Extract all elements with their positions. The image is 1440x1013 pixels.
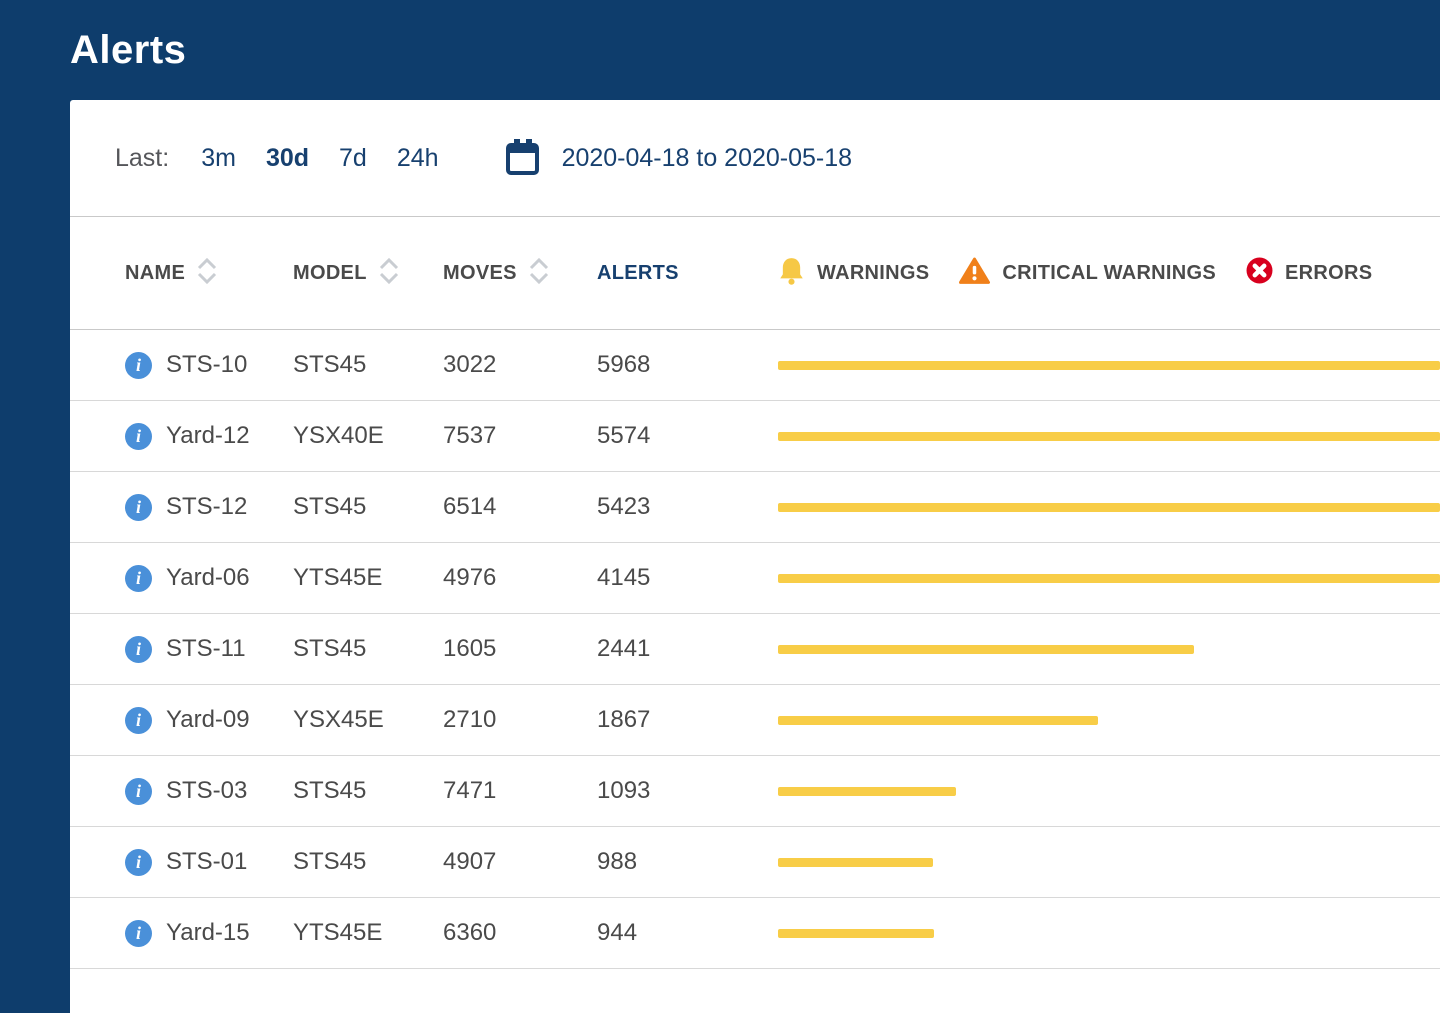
crane-name: STS-12 bbox=[166, 493, 247, 521]
calendar-button[interactable] bbox=[505, 138, 540, 179]
moves-value: 3022 bbox=[443, 351, 597, 379]
severity-legend: WARNINGS CRITICAL WARNINGS bbox=[778, 256, 1440, 291]
table-row: i STS-12 STS45 6514 5423 bbox=[70, 472, 1440, 543]
info-icon[interactable]: i bbox=[125, 423, 152, 450]
filter-bar: Last: 3m 30d 7d 24h 2020-04-18 to 2020-05-1… bbox=[70, 100, 1440, 217]
date-range[interactable]: 2020-04-18 to 2020-05-18 bbox=[562, 144, 853, 173]
crane-model: YSX40E bbox=[293, 422, 443, 450]
warnings-bar bbox=[778, 929, 934, 938]
table-row: i Yard-06 YTS45E 4976 4145 bbox=[70, 543, 1440, 614]
warnings-bar bbox=[778, 716, 1098, 725]
crane-name: Yard-09 bbox=[166, 706, 250, 734]
crane-model: YTS45E bbox=[293, 564, 443, 592]
warnings-bar bbox=[778, 574, 1440, 583]
alerts-value: 5574 bbox=[597, 422, 778, 450]
table-row: i Yard-12 YSX40E 7537 5574 bbox=[70, 401, 1440, 472]
range-option-24h[interactable]: 24h bbox=[397, 144, 439, 173]
crane-model: STS45 bbox=[293, 493, 443, 521]
alerts-value: 5968 bbox=[597, 351, 778, 379]
warnings-bar bbox=[778, 645, 1194, 654]
info-icon[interactable]: i bbox=[125, 707, 152, 734]
crane-model: YTS45E bbox=[293, 919, 443, 947]
table-row: i STS-03 STS45 7471 1093 bbox=[70, 756, 1440, 827]
error-circle-icon bbox=[1246, 257, 1273, 289]
legend-errors: ERRORS bbox=[1246, 257, 1372, 289]
sort-icon[interactable] bbox=[527, 256, 551, 291]
alerts-value: 4145 bbox=[597, 564, 778, 592]
moves-value: 6360 bbox=[443, 919, 597, 947]
table-row: i STS-01 STS45 4907 988 bbox=[70, 827, 1440, 898]
alerts-value: 1867 bbox=[597, 706, 778, 734]
warnings-bar bbox=[778, 432, 1440, 441]
crane-model: YSX45E bbox=[293, 706, 443, 734]
crane-name: STS-11 bbox=[166, 635, 246, 663]
info-icon[interactable]: i bbox=[125, 778, 152, 805]
crane-name: Yard-12 bbox=[166, 422, 250, 450]
crane-model: STS45 bbox=[293, 635, 443, 663]
table-body: i STS-10 STS45 3022 5968 i Yard-12 YSX40… bbox=[70, 330, 1440, 969]
column-header-model[interactable]: MODEL bbox=[293, 256, 443, 291]
legend-warnings: WARNINGS bbox=[778, 256, 929, 291]
table-row: i Yard-15 YTS45E 6360 944 bbox=[70, 898, 1440, 969]
bell-icon bbox=[778, 256, 805, 291]
crane-name: STS-10 bbox=[166, 351, 247, 379]
crane-name: Yard-15 bbox=[166, 919, 250, 947]
legend-critical-warnings: CRITICAL WARNINGS bbox=[959, 257, 1216, 290]
column-header-moves[interactable]: MOVES bbox=[443, 256, 597, 291]
info-icon[interactable]: i bbox=[125, 352, 152, 379]
crane-name: STS-01 bbox=[166, 848, 247, 876]
alerts-value: 1093 bbox=[597, 777, 778, 805]
alerts-value: 5423 bbox=[597, 493, 778, 521]
table-header: NAME MODEL MOVES bbox=[70, 217, 1440, 330]
warnings-bar bbox=[778, 787, 956, 796]
warnings-bar bbox=[778, 503, 1440, 512]
sort-icon[interactable] bbox=[195, 256, 219, 291]
range-option-7d[interactable]: 7d bbox=[339, 144, 367, 173]
sort-icon[interactable] bbox=[377, 256, 401, 291]
table-row: i STS-11 STS45 1605 2441 bbox=[70, 614, 1440, 685]
range-option-3m[interactable]: 3m bbox=[201, 144, 236, 173]
calendar-icon bbox=[505, 138, 540, 179]
crane-model: STS45 bbox=[293, 351, 443, 379]
warning-triangle-icon bbox=[959, 257, 990, 290]
warnings-bar bbox=[778, 858, 933, 867]
moves-value: 4976 bbox=[443, 564, 597, 592]
moves-value: 1605 bbox=[443, 635, 597, 663]
alerts-value: 988 bbox=[597, 848, 778, 876]
info-icon[interactable]: i bbox=[125, 565, 152, 592]
range-option-30d[interactable]: 30d bbox=[266, 144, 309, 173]
column-header-alerts[interactable]: ALERTS bbox=[597, 262, 778, 285]
warnings-bar bbox=[778, 361, 1440, 370]
table-row: i Yard-09 YSX45E 2710 1867 bbox=[70, 685, 1440, 756]
info-icon[interactable]: i bbox=[125, 636, 152, 663]
page-title: Alerts bbox=[70, 28, 186, 73]
crane-name: STS-03 bbox=[166, 777, 247, 805]
info-icon[interactable]: i bbox=[125, 494, 152, 521]
range-options: 3m 30d 7d 24h bbox=[201, 144, 438, 173]
column-header-name[interactable]: NAME bbox=[70, 256, 293, 291]
moves-value: 7537 bbox=[443, 422, 597, 450]
alerts-card: Last: 3m 30d 7d 24h 2020-04-18 to 2020-05-1… bbox=[70, 100, 1440, 1013]
info-icon[interactable]: i bbox=[125, 920, 152, 947]
crane-model: STS45 bbox=[293, 777, 443, 805]
alerts-value: 944 bbox=[597, 919, 778, 947]
moves-value: 4907 bbox=[443, 848, 597, 876]
moves-value: 2710 bbox=[443, 706, 597, 734]
crane-name: Yard-06 bbox=[166, 564, 250, 592]
alerts-value: 2441 bbox=[597, 635, 778, 663]
last-label: Last: bbox=[115, 144, 169, 173]
moves-value: 6514 bbox=[443, 493, 597, 521]
table-row: i STS-10 STS45 3022 5968 bbox=[70, 330, 1440, 401]
info-icon[interactable]: i bbox=[125, 849, 152, 876]
moves-value: 7471 bbox=[443, 777, 597, 805]
crane-model: STS45 bbox=[293, 848, 443, 876]
